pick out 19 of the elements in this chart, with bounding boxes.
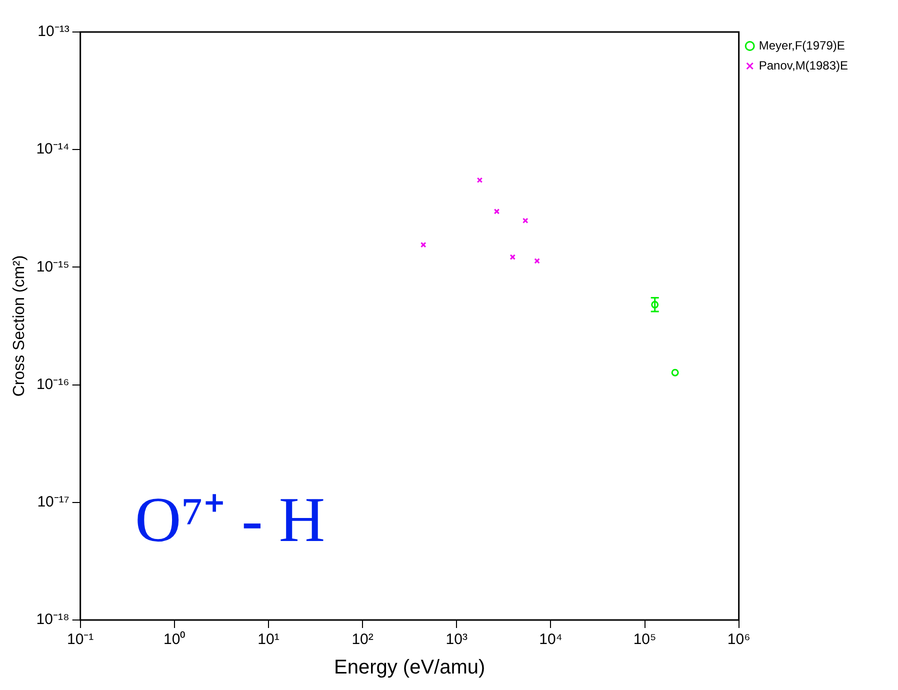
x-tick-label: 10¹: [258, 631, 280, 648]
annotation: O⁷⁺ - H: [135, 484, 326, 555]
x-tick-label: 10²: [352, 631, 374, 648]
x-tick-label: 10³: [446, 631, 468, 648]
y-tick-label: 10⁻¹⁷: [37, 494, 70, 511]
legend-label: Panov,M(1983)E: [758, 58, 848, 72]
y-tick-label: 10⁻¹⁸: [36, 611, 70, 628]
x-tick-label: 10⁻¹: [66, 631, 94, 648]
x-tick-label: 10⁶: [727, 631, 750, 648]
x-axis-title: Energy (eV/amu): [334, 656, 486, 679]
x-tick-label: 10⁵: [633, 631, 656, 648]
y-tick-label: 10⁻¹⁵: [36, 258, 70, 276]
y-tick-label: 10⁻¹⁴: [36, 140, 70, 158]
x-tick-label: 10⁰: [164, 631, 186, 648]
y-tick-label: 10⁻¹⁶: [36, 376, 70, 393]
y-tick-label: 10⁻¹³: [38, 23, 70, 40]
y-axis-title: Cross Section (cm²): [11, 255, 28, 397]
x-tick-label: 10⁴: [539, 631, 562, 648]
legend-label: Meyer,F(1979)E: [758, 38, 845, 52]
